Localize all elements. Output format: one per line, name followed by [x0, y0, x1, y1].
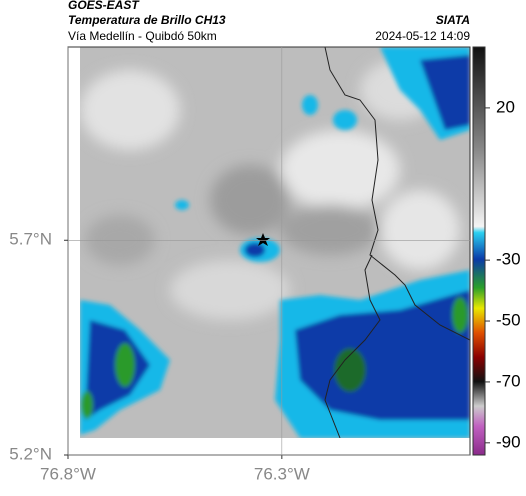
colorbar-tick-label: -70: [496, 371, 521, 390]
subtitle: Vía Medellín - Quibdó 50km: [68, 29, 217, 43]
y-tick-label: 5.2°N: [9, 444, 52, 463]
satellite-image: [80, 47, 470, 438]
colorbar: [472, 46, 486, 456]
x-tick-label: 76.8°W: [40, 464, 96, 483]
y-tick-label: 5.7°N: [9, 230, 52, 249]
title: Temperatura de Brillo CH13: [68, 13, 226, 27]
x-tick-label: 76.3°W: [254, 464, 310, 483]
agency: SIATA: [436, 13, 470, 27]
colorbar-tick-label: -90: [496, 432, 521, 451]
colorbar-tick-label: -50: [496, 311, 521, 330]
colorbar-tick-label: -30: [496, 250, 521, 269]
source: GOES-EAST: [68, 0, 140, 12]
colorbar-tick-label: 20: [496, 97, 515, 116]
timestamp: 2024-05-12 14:09: [375, 29, 470, 43]
